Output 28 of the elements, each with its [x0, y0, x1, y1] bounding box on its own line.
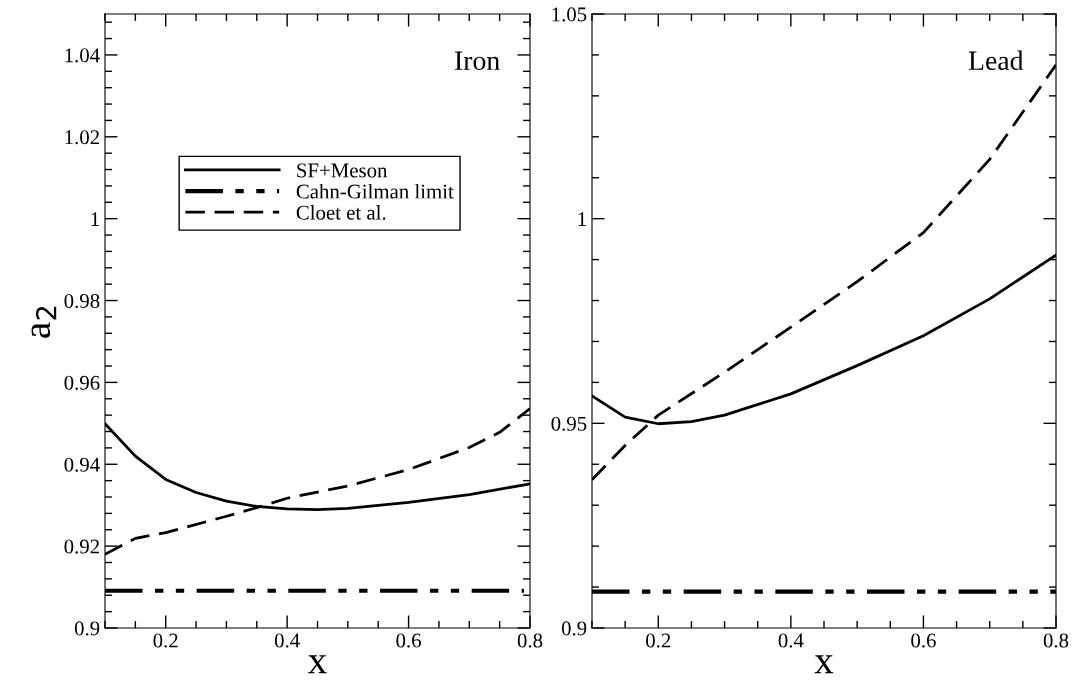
y-tick-label: 0.94: [64, 457, 100, 472]
y-tick-label: 1.02: [65, 130, 99, 145]
x-axis-title: x: [308, 655, 327, 674]
y-tick-label: 1: [578, 212, 586, 226]
legend-label: Cloet et al.: [296, 205, 386, 220]
y-tick-label: 0.96: [64, 375, 100, 390]
y-tick-label: 0.95: [551, 416, 587, 431]
legend-label: SF+Meson: [297, 163, 388, 178]
x-tick-label: 0.4: [274, 633, 300, 648]
y-tick-label: 1.05: [552, 7, 587, 22]
text: Iron: [454, 51, 500, 71]
y-tick-label: 0.9: [561, 621, 587, 636]
y-tick-label: 1: [91, 212, 99, 226]
x-axis-title: x: [814, 655, 834, 674]
x-tick-label: 0.6: [911, 633, 936, 648]
y-tick-label: 0.98: [64, 293, 100, 309]
y-axis-title: a$_{2}$: [31, 306, 57, 338]
x-tick-label: 0.2: [646, 633, 671, 648]
y-tick-label: 0.92: [64, 539, 99, 554]
y-tick-label: 1.04: [65, 48, 100, 63]
x-tick-label: 0.2: [153, 633, 178, 648]
x-tick-label: 0.4: [778, 633, 804, 648]
x-tick-label: 0.6: [396, 633, 421, 648]
x-tick-label: 0.8: [517, 633, 543, 648]
legend-label: Cahn-Gilman limit: [296, 183, 454, 199]
text: Lead: [968, 50, 1024, 71]
y-tick-label: 0.9: [74, 621, 100, 636]
x-tick-label: 0.8: [1043, 633, 1069, 648]
